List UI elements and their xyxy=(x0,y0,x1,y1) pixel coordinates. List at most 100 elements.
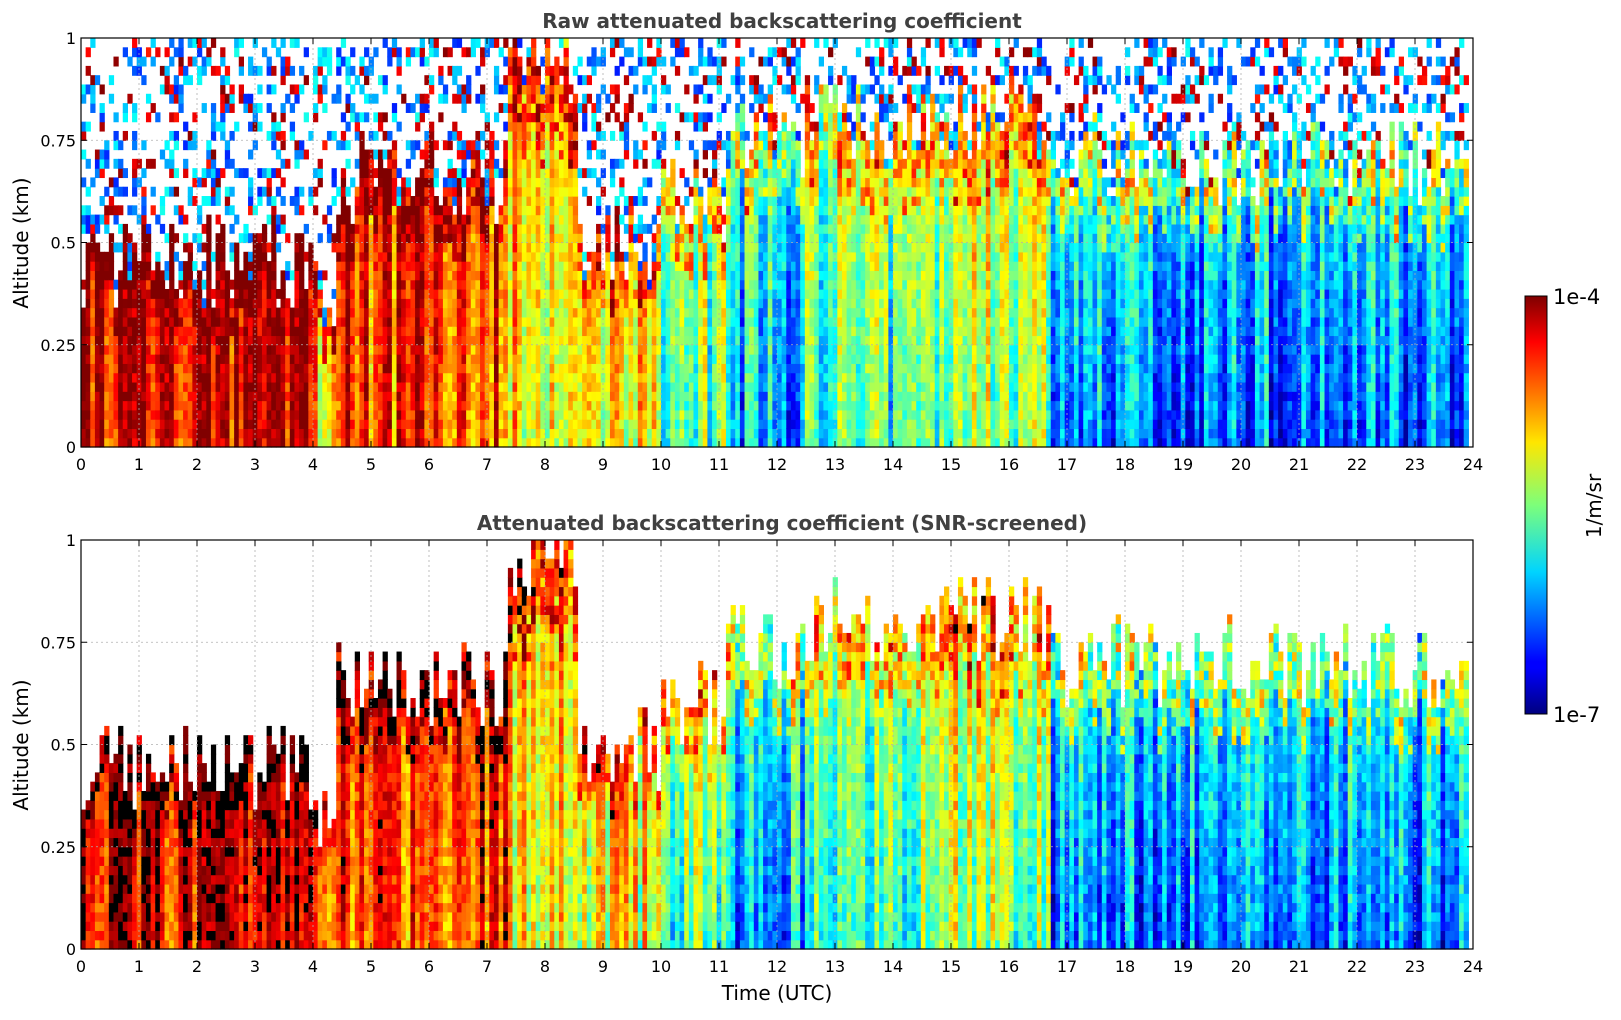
heatmap-cell xyxy=(656,121,662,132)
heatmap-cell xyxy=(396,56,402,67)
heatmap-cell xyxy=(396,261,402,271)
heatmap-cell xyxy=(373,214,379,225)
heatmap-cell xyxy=(350,177,356,188)
heatmap-cell xyxy=(531,186,537,197)
heatmap-cell xyxy=(215,196,221,206)
heatmap-cell xyxy=(197,381,203,392)
heatmap-cell xyxy=(396,205,402,216)
heatmap-cell xyxy=(164,354,170,364)
heatmap-cell xyxy=(470,270,476,281)
heatmap-cell xyxy=(540,437,546,448)
heatmap-cell xyxy=(368,65,374,76)
heatmap-cell xyxy=(257,372,263,383)
heatmap-cell xyxy=(739,381,746,392)
heatmap-cell xyxy=(777,335,783,346)
heatmap-cell xyxy=(763,140,769,151)
heatmap-cell xyxy=(665,233,671,244)
heatmap-cell xyxy=(688,223,695,234)
heatmap-cell xyxy=(591,103,597,113)
heatmap-cell xyxy=(382,437,388,448)
heatmap-cell xyxy=(470,372,476,383)
heatmap-cell xyxy=(503,344,509,355)
heatmap-cell xyxy=(767,186,773,197)
heatmap-cell xyxy=(243,298,249,309)
heatmap-cell xyxy=(433,214,439,225)
heatmap-cell xyxy=(90,270,96,281)
heatmap-cell xyxy=(661,298,667,309)
heatmap-cell xyxy=(113,242,119,253)
heatmap-cell xyxy=(280,223,286,234)
heatmap-cell xyxy=(480,84,486,95)
heatmap-cell xyxy=(507,354,514,364)
heatmap-cell xyxy=(554,56,560,67)
heatmap-cell xyxy=(308,381,314,392)
heatmap-cell xyxy=(313,428,319,439)
heatmap-cell xyxy=(220,233,226,244)
heatmap-cell xyxy=(475,177,481,188)
heatmap-cell xyxy=(261,270,268,281)
heatmap-cell xyxy=(173,363,180,374)
heatmap-cell xyxy=(470,279,476,290)
heatmap-cell xyxy=(535,223,541,234)
heatmap-cell xyxy=(169,38,175,48)
heatmap-cell xyxy=(707,56,713,67)
heatmap-cell xyxy=(786,261,792,271)
heatmap-cell xyxy=(345,307,351,318)
heatmap-cell xyxy=(391,47,398,58)
heatmap-cell xyxy=(730,428,736,439)
heatmap-cell xyxy=(545,47,551,58)
heatmap-cell xyxy=(206,437,212,448)
heatmap-cell xyxy=(197,298,203,309)
heatmap-cell xyxy=(183,391,189,402)
heatmap-cell xyxy=(517,65,523,76)
heatmap-cell xyxy=(410,103,416,113)
heatmap-cell xyxy=(568,307,574,318)
heatmap-cell xyxy=(582,326,588,337)
heatmap-cell xyxy=(382,251,388,262)
heatmap-cell xyxy=(85,381,91,392)
heatmap-cell xyxy=(359,326,365,337)
heatmap-cell xyxy=(586,344,592,355)
heatmap-cell xyxy=(526,409,532,420)
heatmap-cell xyxy=(786,196,792,206)
heatmap-cell xyxy=(781,186,787,197)
heatmap-cell xyxy=(127,242,133,253)
heatmap-cell xyxy=(433,205,439,216)
heatmap-cell xyxy=(447,363,453,374)
heatmap-cell xyxy=(693,65,699,76)
heatmap-cell xyxy=(619,307,625,318)
heatmap-cell xyxy=(716,261,722,271)
heatmap-cell xyxy=(693,149,699,160)
heatmap-cell xyxy=(554,316,560,327)
heatmap-cell xyxy=(679,233,685,244)
heatmap-cell xyxy=(721,437,727,448)
heatmap-cell xyxy=(373,270,379,281)
heatmap-cell xyxy=(512,149,518,160)
heatmap-cell xyxy=(568,270,574,281)
heatmap-cell xyxy=(526,354,532,364)
heatmap-cell xyxy=(758,344,764,355)
heatmap-cell xyxy=(141,261,147,271)
heatmap-cell xyxy=(452,130,458,141)
heatmap-cell xyxy=(429,409,435,420)
heatmap-cell xyxy=(377,419,384,430)
heatmap-cell xyxy=(665,205,671,216)
heatmap-cell xyxy=(721,288,727,299)
heatmap-cell xyxy=(688,270,695,281)
heatmap-cell xyxy=(294,316,300,327)
heatmap-cell xyxy=(489,130,495,141)
heatmap-cell xyxy=(656,381,662,392)
heatmap-cell xyxy=(382,112,388,123)
heatmap-cell xyxy=(433,168,439,179)
heatmap-cell xyxy=(665,335,671,346)
heatmap-cell xyxy=(192,326,198,337)
heatmap-cell xyxy=(405,372,412,383)
heatmap-cell xyxy=(442,372,449,383)
heatmap-cell xyxy=(322,47,328,58)
heatmap-cell xyxy=(461,279,467,290)
heatmap-cell xyxy=(781,140,787,151)
heatmap-cell xyxy=(127,270,133,281)
heatmap-cell xyxy=(735,372,741,383)
heatmap-cell xyxy=(712,196,718,206)
heatmap-cell xyxy=(489,419,495,430)
